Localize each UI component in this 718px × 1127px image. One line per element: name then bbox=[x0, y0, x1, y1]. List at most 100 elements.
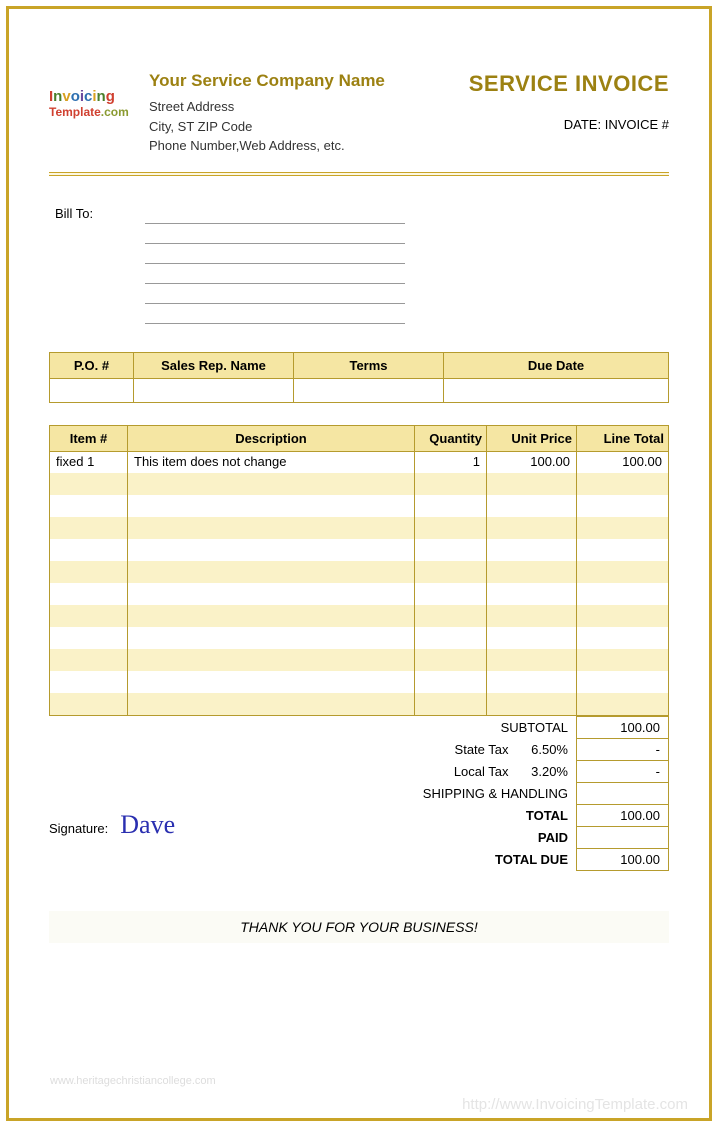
table-row bbox=[50, 605, 669, 627]
cell-desc bbox=[128, 517, 415, 539]
cell-price bbox=[487, 605, 577, 627]
cell-item bbox=[50, 583, 128, 605]
cell-price bbox=[487, 649, 577, 671]
cell-item: fixed 1 bbox=[50, 451, 128, 473]
shipping-value bbox=[577, 782, 669, 804]
cell-qty bbox=[415, 671, 487, 693]
cell-price bbox=[487, 693, 577, 715]
cell-total bbox=[577, 627, 669, 649]
table-row bbox=[50, 473, 669, 495]
document-frame: Invoicing Template.com Your Service Comp… bbox=[6, 6, 712, 1121]
totals-table: SUBTOTAL 100.00 State Tax 6.50% - Local … bbox=[415, 716, 669, 871]
watermark-right: http://www.InvoicingTemplate.com bbox=[462, 1096, 688, 1113]
cell-qty bbox=[415, 473, 487, 495]
company-block: Your Service Company Name Street Address… bbox=[149, 71, 459, 156]
cell-total bbox=[577, 605, 669, 627]
table-row bbox=[50, 627, 669, 649]
local-tax-pct: 3.20% bbox=[517, 760, 577, 782]
table-row bbox=[50, 517, 669, 539]
signature-label: Signature: bbox=[49, 821, 108, 836]
meta-row bbox=[50, 378, 669, 402]
company-name: Your Service Company Name bbox=[149, 71, 459, 91]
cell-total bbox=[577, 671, 669, 693]
items-header-item: Item # bbox=[50, 425, 128, 451]
bill-to-lines bbox=[145, 204, 405, 324]
cell-price: 100.00 bbox=[487, 451, 577, 473]
cell-item bbox=[50, 627, 128, 649]
meta-header-terms: Terms bbox=[294, 352, 444, 378]
subtotal-value: 100.00 bbox=[577, 716, 669, 738]
subtotal-label: SUBTOTAL bbox=[415, 716, 577, 738]
cell-desc bbox=[128, 539, 415, 561]
cell-price bbox=[487, 561, 577, 583]
cell-qty bbox=[415, 539, 487, 561]
table-row bbox=[50, 671, 669, 693]
table-row bbox=[50, 693, 669, 715]
cell-desc: This item does not change bbox=[128, 451, 415, 473]
items-header-price: Unit Price bbox=[487, 425, 577, 451]
state-tax-value: - bbox=[577, 738, 669, 760]
local-tax-label: Local Tax bbox=[415, 760, 517, 782]
bill-to-label: Bill To: bbox=[49, 204, 145, 221]
cell-item bbox=[50, 517, 128, 539]
cell-price bbox=[487, 671, 577, 693]
cell-qty bbox=[415, 649, 487, 671]
cell-desc bbox=[128, 495, 415, 517]
local-tax-value: - bbox=[577, 760, 669, 782]
cell-qty bbox=[415, 561, 487, 583]
total-value: 100.00 bbox=[577, 804, 669, 826]
meta-header-rep: Sales Rep. Name bbox=[134, 352, 294, 378]
signature-value: Dave bbox=[120, 810, 175, 840]
cell-desc bbox=[128, 473, 415, 495]
cell-item bbox=[50, 605, 128, 627]
cell-item bbox=[50, 671, 128, 693]
table-row bbox=[50, 539, 669, 561]
cell-item bbox=[50, 561, 128, 583]
table-row bbox=[50, 649, 669, 671]
cell-desc bbox=[128, 671, 415, 693]
cell-item bbox=[50, 473, 128, 495]
cell-total bbox=[577, 539, 669, 561]
cell-total bbox=[577, 693, 669, 715]
title-block: SERVICE INVOICE DATE: INVOICE # bbox=[469, 71, 669, 136]
cell-price bbox=[487, 583, 577, 605]
meta-header-po: P.O. # bbox=[50, 352, 134, 378]
cell-item bbox=[50, 539, 128, 561]
cell-desc bbox=[128, 605, 415, 627]
total-label: TOTAL bbox=[415, 804, 577, 826]
table-row bbox=[50, 561, 669, 583]
bill-to-section: Bill To: bbox=[49, 204, 669, 324]
cell-total bbox=[577, 517, 669, 539]
cell-price bbox=[487, 627, 577, 649]
cell-qty bbox=[415, 495, 487, 517]
cell-qty: 1 bbox=[415, 451, 487, 473]
cell-item bbox=[50, 649, 128, 671]
items-header-total: Line Total bbox=[577, 425, 669, 451]
due-value: 100.00 bbox=[577, 848, 669, 870]
paid-label: PAID bbox=[415, 826, 577, 848]
cell-item bbox=[50, 495, 128, 517]
logo: Invoicing Template.com bbox=[49, 71, 139, 119]
company-street: Street Address bbox=[149, 97, 459, 117]
table-row bbox=[50, 495, 669, 517]
paid-value bbox=[577, 826, 669, 848]
cell-desc bbox=[128, 649, 415, 671]
cell-desc bbox=[128, 583, 415, 605]
thank-you-message: THANK YOU FOR YOUR BUSINESS! bbox=[49, 911, 669, 943]
signature-block: Signature: Dave bbox=[49, 716, 415, 836]
cell-price bbox=[487, 495, 577, 517]
cell-price bbox=[487, 539, 577, 561]
header: Invoicing Template.com Your Service Comp… bbox=[49, 71, 669, 156]
company-city: City, ST ZIP Code bbox=[149, 117, 459, 137]
meta-header-due: Due Date bbox=[444, 352, 669, 378]
cell-total bbox=[577, 561, 669, 583]
state-tax-label: State Tax bbox=[415, 738, 517, 760]
cell-item bbox=[50, 693, 128, 715]
cell-qty bbox=[415, 583, 487, 605]
totals-section: Signature: Dave SUBTOTAL 100.00 State Ta… bbox=[49, 716, 669, 871]
logo-line2a: Template bbox=[49, 105, 101, 119]
cell-price bbox=[487, 517, 577, 539]
cell-desc bbox=[128, 561, 415, 583]
items-table: Item # Description Quantity Unit Price L… bbox=[49, 425, 669, 716]
logo-line2b: .com bbox=[101, 105, 129, 119]
